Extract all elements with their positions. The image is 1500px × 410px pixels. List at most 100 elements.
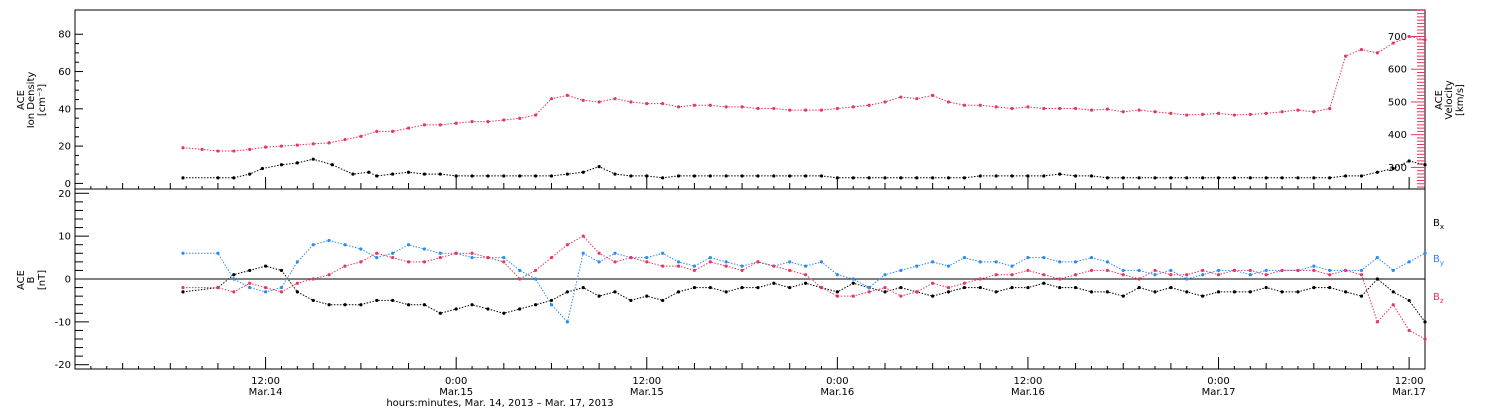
top-point-ion-density bbox=[692, 174, 697, 178]
top-point-ion-density bbox=[1121, 176, 1125, 180]
top-right-ylabel: ACE Velocity [km/s] bbox=[1434, 80, 1466, 119]
bottom-point-by bbox=[1010, 264, 1014, 268]
top-point-ion-density bbox=[1073, 174, 1078, 178]
top-point-velocity bbox=[533, 113, 538, 117]
bottom-point-by bbox=[1137, 268, 1141, 273]
top-point-velocity bbox=[279, 144, 284, 148]
top-ytick-label-80: 80 bbox=[58, 30, 71, 41]
top-series-ion-density bbox=[183, 158, 1426, 179]
bottom-point-bx bbox=[1312, 285, 1316, 290]
x-axis-labels: 12:00Mar.140:00Mar.1512:00Mar.150:00Mar.… bbox=[249, 376, 1426, 398]
bottom-point-by bbox=[645, 255, 649, 260]
top-ylabel-line1: ACE bbox=[16, 90, 27, 110]
bottom-point-by bbox=[931, 260, 935, 264]
bottom-ytick-label--20: -20 bbox=[55, 360, 71, 371]
bottom-point-bz bbox=[1343, 268, 1348, 273]
bottom-point-bz bbox=[867, 290, 871, 294]
bottom-point-bx bbox=[676, 290, 681, 294]
bottom-point-by bbox=[1248, 273, 1252, 277]
top-point-velocity bbox=[565, 93, 569, 98]
bottom-point-by bbox=[803, 264, 808, 268]
top-x-ticks bbox=[74, 177, 1426, 189]
bottom-point-bz bbox=[359, 260, 363, 264]
top-point-ion-density bbox=[422, 172, 427, 176]
bottom-point-by bbox=[1423, 251, 1427, 255]
x-tick-date: Mar.17 bbox=[1202, 387, 1236, 398]
bottom-left-axis: -20 -10 0 10 20 bbox=[55, 189, 89, 371]
bottom-point-by bbox=[438, 251, 442, 255]
top-point-ion-density bbox=[470, 174, 474, 178]
top-point-ion-density bbox=[391, 172, 395, 176]
top-point-ion-density bbox=[851, 176, 855, 180]
top-point-ion-density bbox=[629, 174, 633, 178]
top-point-ion-density bbox=[740, 174, 744, 178]
top-point-velocity bbox=[1264, 111, 1268, 116]
bottom-point-bx bbox=[391, 298, 395, 303]
top-point-ion-density bbox=[1280, 176, 1284, 180]
bottom-point-bz bbox=[661, 264, 665, 268]
bottom-point-bx bbox=[740, 285, 744, 290]
bottom-x-ticks bbox=[74, 357, 1426, 369]
bottom-point-by bbox=[899, 268, 903, 273]
top-ytick-label-20: 20 bbox=[58, 142, 71, 153]
bottom-point-by bbox=[391, 251, 395, 255]
legend-bz-sub: z bbox=[1440, 297, 1444, 305]
top-point-ion-density bbox=[533, 174, 538, 178]
legend-bz-main: B bbox=[1433, 292, 1440, 303]
bottom-point-by bbox=[1073, 260, 1078, 264]
top-point-velocity bbox=[502, 118, 506, 122]
bottom-point-bx bbox=[931, 294, 935, 298]
top-left-ylabel: ACE Ion Density [cm⁻³] bbox=[16, 72, 48, 129]
bottom-point-bz bbox=[994, 273, 998, 277]
bottom-point-bz bbox=[422, 260, 427, 264]
top-point-velocity bbox=[645, 101, 649, 106]
bottom-point-by bbox=[740, 264, 744, 268]
bottom-point-bz bbox=[788, 268, 792, 273]
bottom-point-bz bbox=[1042, 273, 1046, 277]
bottom-ylabel-units: [nT] bbox=[37, 270, 48, 290]
top-ytick-label-0: 0 bbox=[65, 179, 71, 190]
x-tick-time: 0:00 bbox=[826, 376, 848, 387]
top-point-velocity bbox=[454, 121, 458, 125]
legend-bz: Bz bbox=[1433, 292, 1444, 305]
top-point-velocity bbox=[438, 123, 442, 127]
bottom-point-bx bbox=[629, 298, 633, 303]
bottom-point-bx bbox=[1073, 285, 1078, 290]
bottom-point-bx bbox=[311, 298, 315, 303]
bottom-point-bz bbox=[1312, 268, 1316, 273]
top-point-ion-density bbox=[216, 176, 220, 180]
bottom-point-bx bbox=[756, 285, 760, 290]
bottom-point-bz bbox=[263, 285, 268, 290]
x-tick-date: Mar.16 bbox=[820, 387, 854, 398]
top-point-ion-density bbox=[232, 176, 236, 180]
top-y2label-units: [km/s] bbox=[1455, 84, 1466, 116]
bottom-point-bx bbox=[1169, 285, 1173, 290]
bottom-point-bx bbox=[1232, 290, 1237, 294]
top-plot-area bbox=[181, 34, 1427, 180]
top-ylabel-line2: Ion Density bbox=[26, 72, 37, 129]
top-y2tick-label-500: 500 bbox=[1388, 97, 1407, 108]
top-point-velocity bbox=[391, 129, 395, 134]
x-tick-time: 12:00 bbox=[1014, 376, 1043, 387]
legend-bx-sub: x bbox=[1440, 223, 1444, 231]
top-point-ion-density bbox=[788, 174, 792, 178]
top-point-ion-density bbox=[899, 176, 903, 180]
top-y2tick-label-300: 300 bbox=[1388, 163, 1407, 174]
bottom-point-bx bbox=[1201, 294, 1205, 298]
bottom-series-bx bbox=[182, 265, 1426, 323]
bottom-series-bz bbox=[183, 235, 1426, 340]
x-tick-time: 0:00 bbox=[445, 376, 467, 387]
top-y2tick-label-700: 700 bbox=[1388, 32, 1407, 43]
legend-by-main: B bbox=[1433, 254, 1440, 265]
top-point-ion-density bbox=[1105, 176, 1109, 180]
bottom-plot-area bbox=[181, 234, 1427, 341]
bottom-point-by bbox=[708, 255, 712, 260]
bottom-point-by bbox=[1105, 260, 1109, 264]
x-tick-date: Mar.16 bbox=[1011, 387, 1045, 398]
bottom-ytick-label-20: 20 bbox=[58, 189, 71, 200]
top-point-ion-density bbox=[962, 176, 967, 180]
top-point-ion-density bbox=[1264, 176, 1268, 180]
bottom-point-bx bbox=[899, 285, 903, 290]
top-point-velocity bbox=[263, 145, 268, 149]
